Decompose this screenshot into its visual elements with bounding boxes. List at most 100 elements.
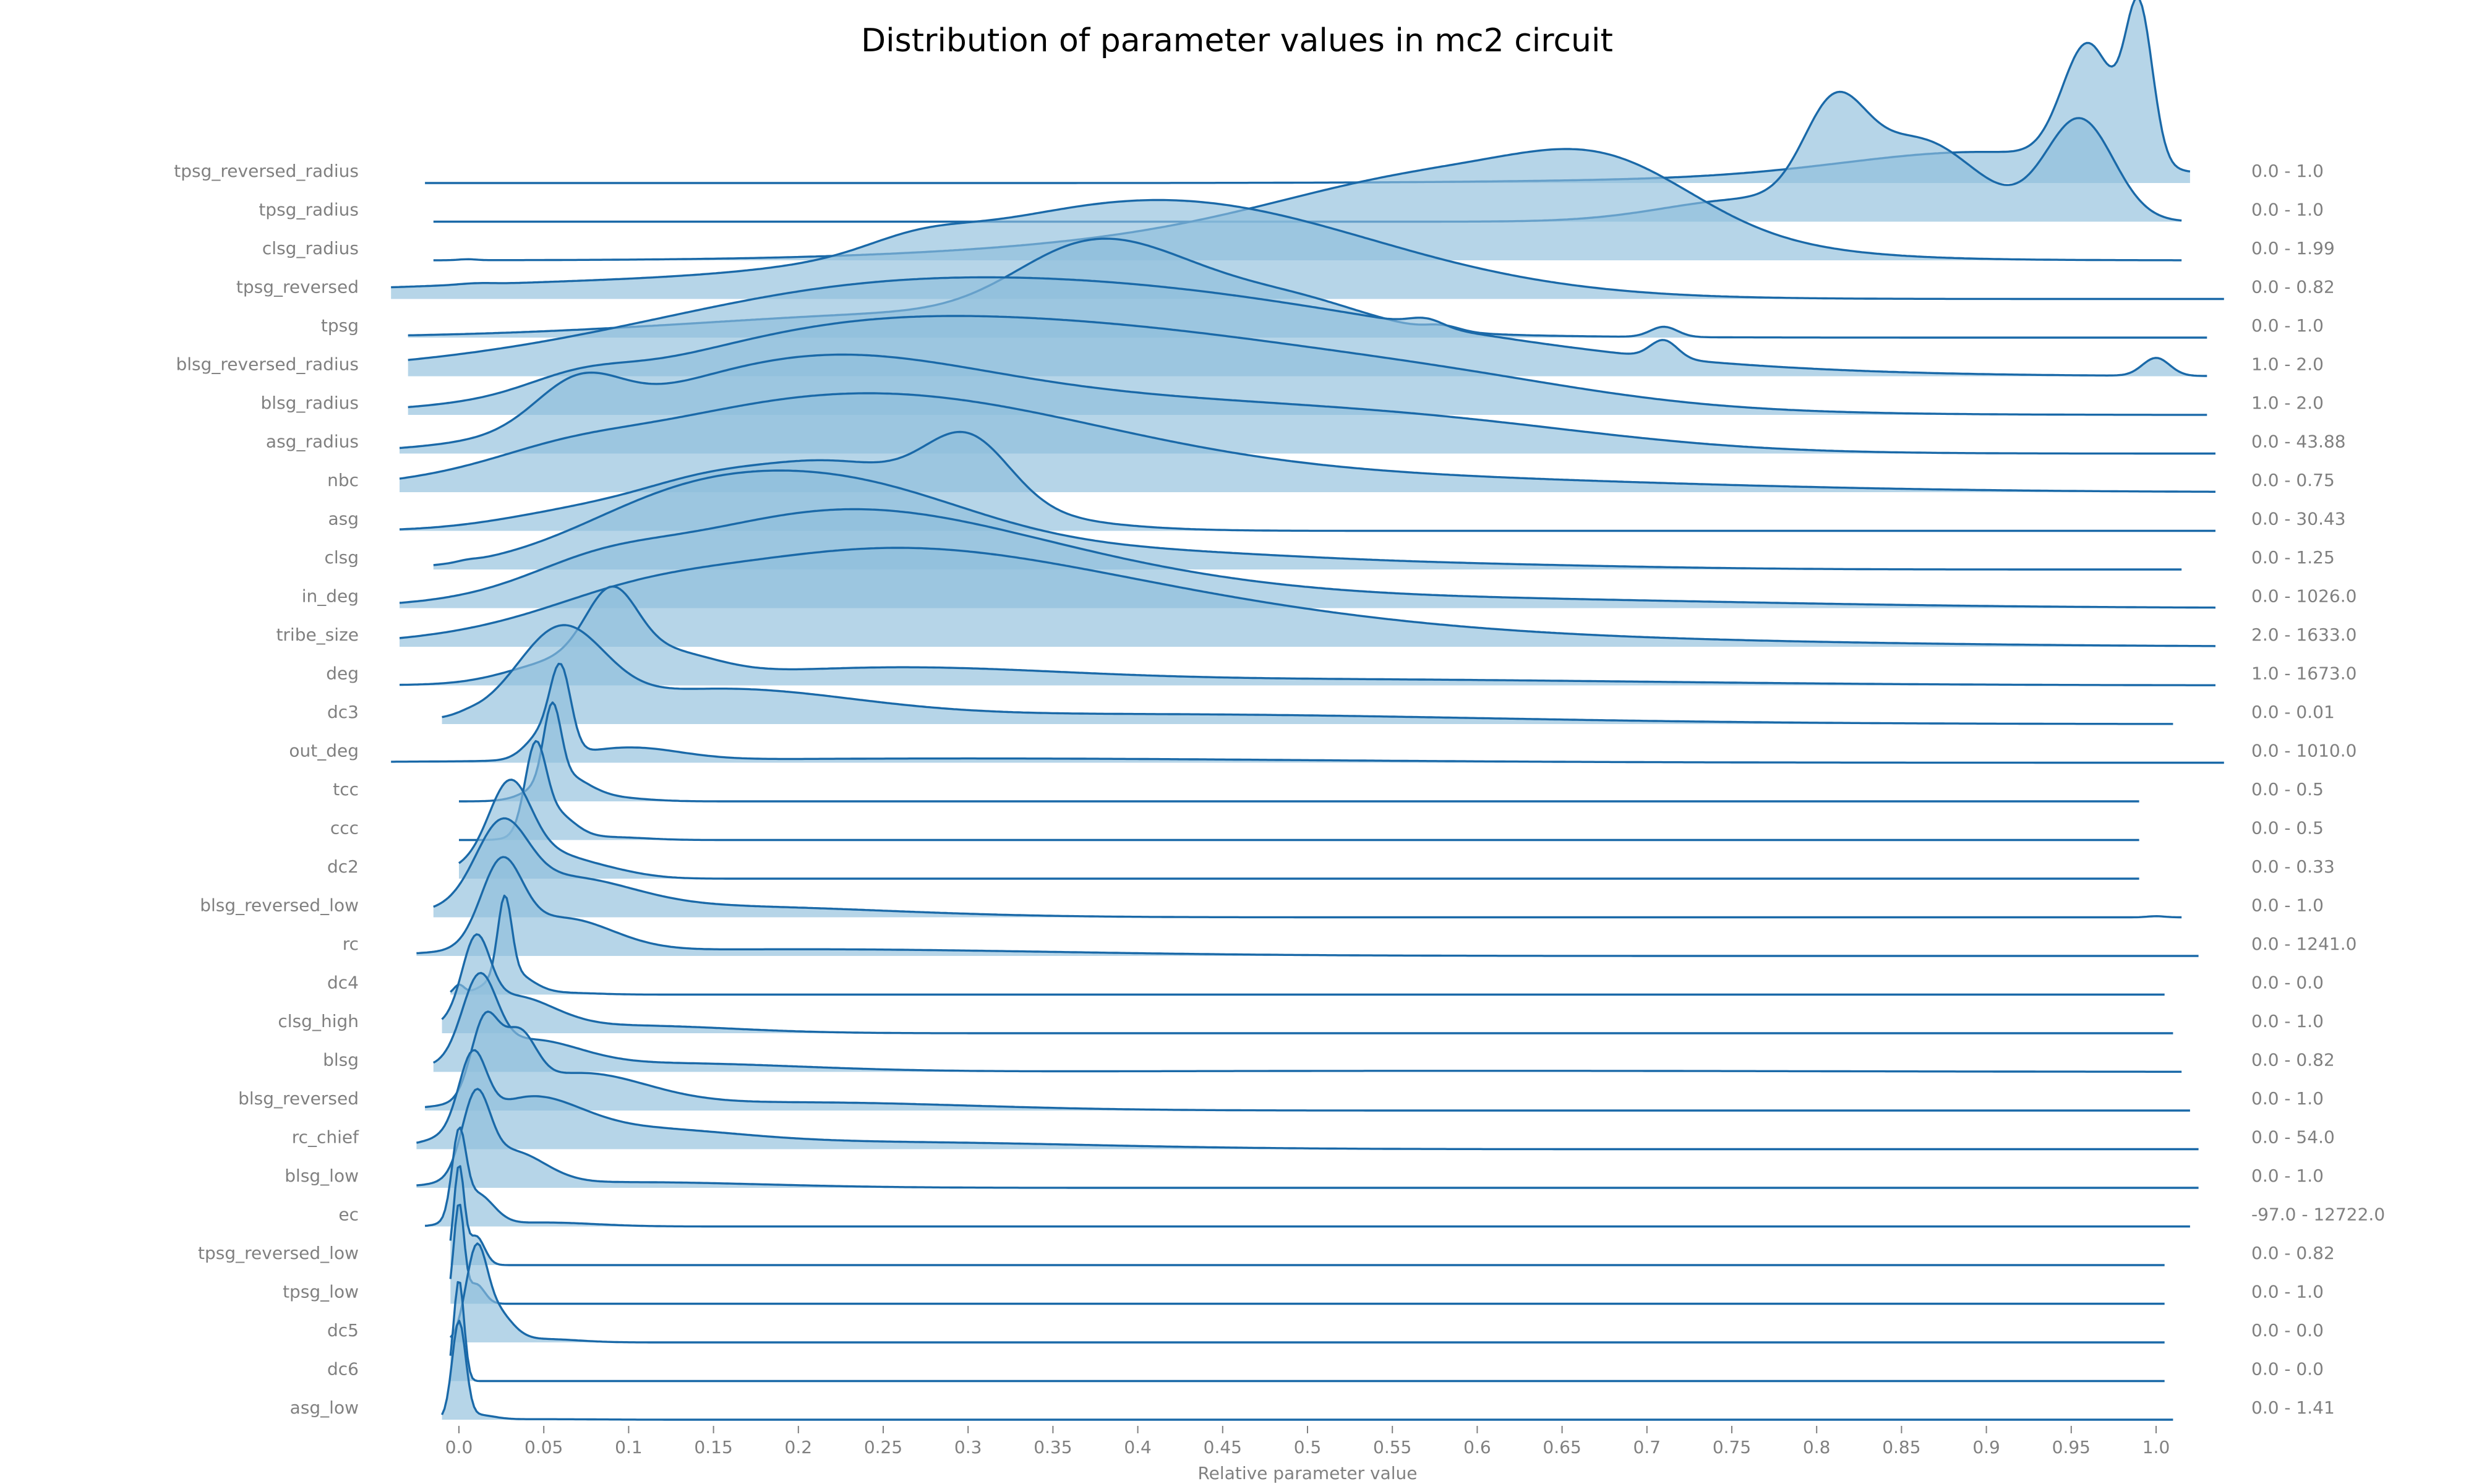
ridge-area <box>391 663 2224 763</box>
ridge-area <box>416 1050 2199 1149</box>
ridge-line <box>449 1203 2165 1305</box>
ridge-range-label: 0.0 - 1.0 <box>2251 1282 2324 1302</box>
x-tick-label: 0.85 <box>1882 1437 1920 1457</box>
ridge-label: asg <box>328 509 359 529</box>
ridge-tribe-size <box>399 547 2216 647</box>
ridge-clsg-high <box>441 933 2173 1034</box>
ridge-area <box>433 973 2182 1072</box>
ridge-label: ec <box>338 1205 359 1225</box>
ridge-label: blsg_reversed_radius <box>176 354 359 375</box>
x-axis-label: Relative parameter value <box>1197 1463 1417 1483</box>
ridges <box>391 0 2224 1421</box>
x-tick-label: 0.65 <box>1543 1437 1581 1457</box>
ridge-label: in_deg <box>302 586 359 607</box>
ridge-range-label: 0.0 - 0.0 <box>2251 1320 2324 1341</box>
x-tick-label: 0.8 <box>1803 1437 1831 1457</box>
ridge-line <box>391 198 2224 301</box>
x-tick-label: 0.1 <box>615 1437 643 1457</box>
ridge-range-label: 0.0 - 1.0 <box>2251 1166 2324 1186</box>
ridge-tpsg-low <box>449 1203 2165 1305</box>
ridge-line <box>459 740 2139 842</box>
ridge-label: ccc <box>330 818 359 838</box>
ridge-label: dc4 <box>327 973 359 993</box>
ridge-range-label: 0.0 - 1.0 <box>2251 895 2324 916</box>
ridge-area <box>450 1282 2165 1381</box>
chart-title: Distribution of parameter values in mc2 … <box>861 22 1613 59</box>
ridge-label: dc6 <box>327 1359 359 1380</box>
ridge-tcc <box>459 701 2139 803</box>
x-tick-label: 0.3 <box>954 1437 982 1457</box>
ridge-label: asg_low <box>290 1397 359 1418</box>
ridge-label: dc3 <box>327 702 359 722</box>
x-tick-label: 0.05 <box>524 1437 563 1457</box>
ridge-label: asg_radius <box>266 432 359 452</box>
ridge-line <box>408 276 2207 377</box>
ridge-area <box>450 1243 2165 1342</box>
ridge-label: blsg_low <box>285 1166 359 1186</box>
ridge-rc-chief <box>416 1049 2199 1151</box>
ridge-line <box>450 894 2165 996</box>
ridge-range-label: 1.0 - 2.0 <box>2251 393 2324 413</box>
ridge-area <box>442 1321 2173 1420</box>
ridge-range-label: 2.0 - 1633.0 <box>2251 625 2356 645</box>
ridge-label: blsg_radius <box>261 393 359 413</box>
ridge-range-label: 0.0 - 0.82 <box>2251 1050 2335 1070</box>
ridge-area <box>416 857 2199 956</box>
ridge-range-label: 0.0 - 1.0 <box>2251 315 2324 336</box>
ridge-range-label: 0.0 - 0.0 <box>2251 1359 2324 1380</box>
ridge-out-deg <box>391 662 2224 764</box>
ridge-label: blsg <box>323 1050 359 1070</box>
ridge-range-label: 0.0 - 0.82 <box>2251 277 2335 297</box>
ridge-label: rc <box>343 934 359 954</box>
ridge-label: deg <box>326 663 359 684</box>
ridge-range-label: 0.0 - 1.25 <box>2251 547 2335 568</box>
ridge-line <box>459 701 2139 803</box>
ridge-line <box>416 1049 2199 1151</box>
ridge-area <box>450 1166 2165 1265</box>
x-tick-label: 0.15 <box>694 1437 732 1457</box>
ridge-label: blsg_reversed_low <box>200 895 359 916</box>
ridge-range-label: 0.0 - 0.33 <box>2251 856 2335 877</box>
ridge-area <box>425 1012 2190 1111</box>
ridge-area <box>433 92 2182 222</box>
ridge-range-label: -97.0 - 12722.0 <box>2251 1205 2385 1225</box>
ridge-dc4 <box>450 894 2165 996</box>
ridge-area <box>459 780 2139 879</box>
ridge-line <box>432 971 2182 1073</box>
ridge-ccc <box>459 740 2139 842</box>
x-tick-label: 0.2 <box>785 1437 813 1457</box>
ridge-line <box>416 1088 2199 1189</box>
x-tick-label: 0.5 <box>1294 1437 1322 1457</box>
ridge-line <box>391 662 2224 764</box>
x-tick-label: 0.9 <box>1972 1437 2000 1457</box>
ridge-line <box>433 817 2182 919</box>
x-tick-label: 0.75 <box>1713 1437 1751 1457</box>
ridge-range-label: 0.0 - 1.0 <box>2251 1011 2324 1031</box>
ridge-area <box>450 1205 2165 1304</box>
ridge-line <box>424 1126 2190 1228</box>
ridge-label: tpsg_reversed_low <box>198 1243 359 1263</box>
ridge-tpsg-reversed-low <box>449 1165 2165 1266</box>
ridge-label: tpsg_radius <box>259 200 359 220</box>
ridge-blsg <box>432 971 2182 1073</box>
ridge-line <box>399 547 2216 647</box>
ridge-area <box>425 0 2190 183</box>
ridge-line <box>399 430 2215 532</box>
ridge-range-label: 0.0 - 1.41 <box>2251 1397 2335 1418</box>
x-tick-label: 0.35 <box>1034 1437 1072 1457</box>
ridge-blsg-low <box>416 1088 2199 1189</box>
ridge-area <box>433 149 2182 260</box>
ridge-range-label: 0.0 - 0.82 <box>2251 1243 2335 1263</box>
ridge-area <box>391 200 2224 299</box>
ridge-label: clsg_high <box>278 1011 359 1031</box>
ridge-line <box>449 1242 2165 1344</box>
ridge-line <box>441 1320 2173 1421</box>
x-tick-label: 0.95 <box>2052 1437 2091 1457</box>
ridge-range-label: 0.0 - 43.88 <box>2251 432 2346 452</box>
ridge-label: tcc <box>333 779 359 800</box>
ridge-range-label: 1.0 - 1673.0 <box>2251 663 2356 684</box>
ridge-line <box>399 508 2216 609</box>
ridge-dc5 <box>449 1242 2165 1344</box>
ridge-line <box>449 1165 2165 1266</box>
